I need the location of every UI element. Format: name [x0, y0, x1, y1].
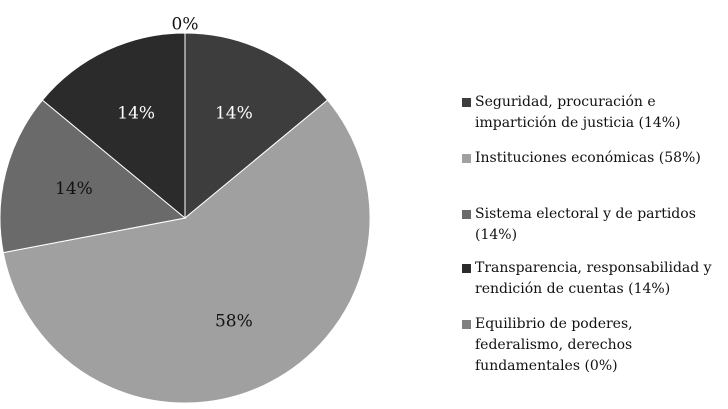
pie-data-labels: 14% 58% 14% 14% 0%: [55, 15, 253, 332]
data-label-instituciones: 58%: [215, 311, 253, 331]
data-label-seguridad: 14%: [215, 104, 253, 124]
pie-slice-transparencia: [41, 32, 186, 220]
legend-label-equilibrio: Equilibrio de poderes, federalismo, dere…: [475, 316, 633, 374]
legend-swatch-seguridad: [462, 98, 471, 107]
legend-label-sistema-electoral: Sistema electoral y de partidos (14%): [475, 206, 696, 243]
data-label-sistema-electoral: 14%: [55, 179, 93, 199]
pie-slice-instituciones: [2, 99, 371, 404]
legend-swatch-sistema-electoral: [462, 210, 471, 219]
legend-swatch-instituciones: [462, 154, 471, 163]
data-label-equilibrio: 0%: [172, 15, 199, 35]
legend-swatch-equilibrio: [462, 320, 471, 329]
legend-label-instituciones: Instituciones económicas (58%): [475, 150, 701, 166]
legend-label-transparencia: Transparencia, responsabilidad y rendici…: [475, 260, 712, 297]
pie-slice-seguridad: [184, 32, 329, 220]
legend-label-seguridad: Seguridad, procuración e impartición de …: [475, 94, 681, 131]
data-label-transparencia: 14%: [117, 104, 155, 124]
pie-slice-sistema-electoral: [0, 99, 187, 254]
pie-slices: [0, 32, 371, 404]
legend-swatch-transparencia: [462, 264, 471, 273]
